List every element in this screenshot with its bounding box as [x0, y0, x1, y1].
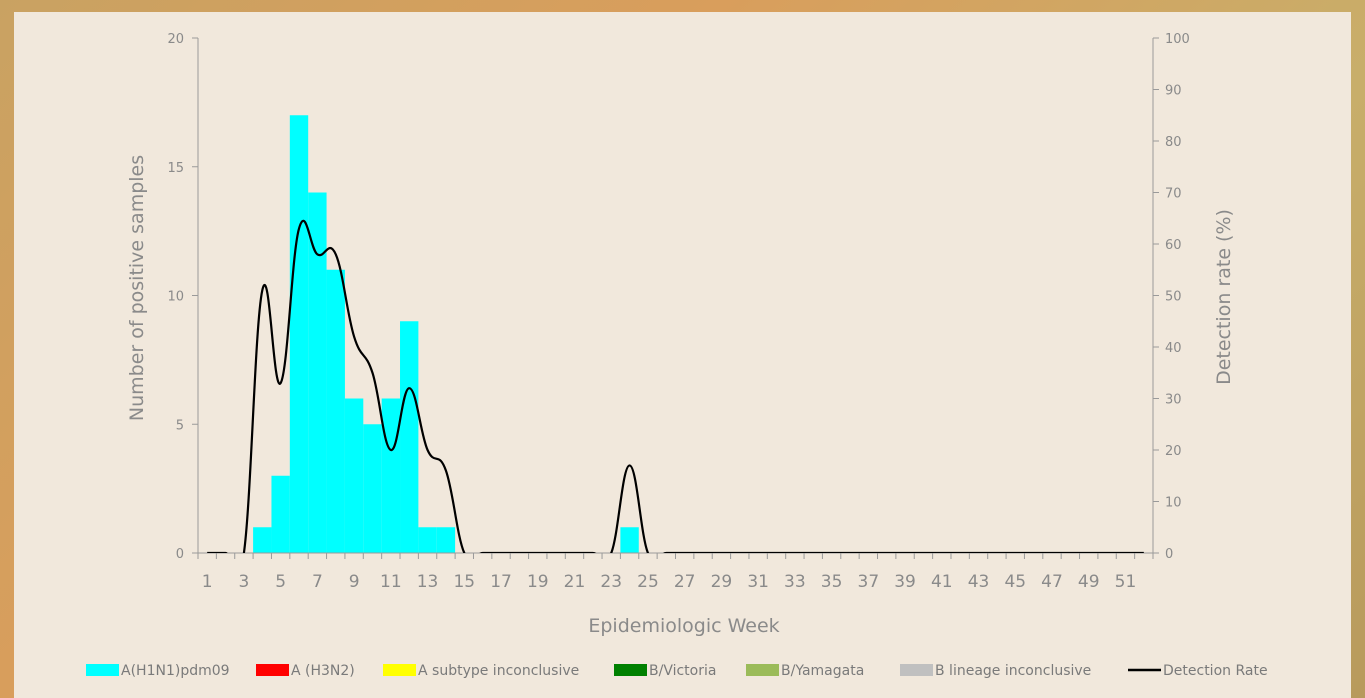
y-right-tick-label: 40: [1165, 341, 1182, 356]
x-tick-label: 7: [312, 572, 323, 592]
y-right-tick-label: 100: [1165, 32, 1190, 47]
legend-label: Detection Rate: [1163, 663, 1268, 679]
bar-week-8: [326, 269, 345, 553]
y-right-tick-label: 0: [1165, 547, 1173, 562]
y-left-tick-label: 20: [167, 32, 184, 47]
legend-swatch: [900, 664, 933, 676]
y-left-tick-label: 0: [176, 547, 184, 562]
bar-week-11: [381, 398, 401, 553]
x-tick-label: 29: [711, 572, 733, 592]
y-right-tick-label: 60: [1165, 238, 1182, 253]
legend-label: A subtype inconclusive: [418, 663, 579, 679]
x-tick-label: 31: [747, 572, 769, 592]
x-tick-label: 23: [600, 572, 622, 592]
bar-week-14: [436, 527, 456, 553]
chart-panel: [14, 12, 1351, 698]
x-tick-label: 21: [564, 572, 586, 592]
legend-label: B lineage inconclusive: [935, 663, 1091, 679]
bar-week-7: [308, 192, 327, 553]
bar-week-4: [253, 527, 272, 553]
x-tick-label: 1: [202, 572, 213, 592]
legend-label: B/Victoria: [649, 663, 716, 679]
x-tick-label: 43: [968, 572, 990, 592]
x-tick-label: 15: [453, 572, 475, 592]
y-left-tick-label: 10: [167, 290, 184, 305]
legend-swatch: [746, 664, 779, 676]
legend-swatch: [256, 664, 289, 676]
bar-week-9: [344, 398, 364, 553]
y-right-tick-label: 10: [1165, 496, 1182, 511]
x-tick-label: 5: [275, 572, 286, 592]
x-tick-label: 41: [931, 572, 953, 592]
bar-week-24: [620, 527, 639, 553]
detection-rate-line: [207, 219, 1144, 553]
bar-week-10: [363, 424, 382, 553]
legend-swatch: [383, 664, 416, 676]
legend: A(H1N1)pdm09 A (H3N2) A subtype inconclusi…: [86, 663, 1268, 679]
x-tick-label: 19: [527, 572, 549, 592]
x-tick-label: 27: [674, 572, 696, 592]
x-tick-label: 17: [490, 572, 512, 592]
y-axis-left-title: Number of positive samples: [126, 155, 148, 421]
y-right-tick-label: 30: [1165, 393, 1182, 408]
legend-label: A(H1N1)pdm09: [121, 663, 230, 679]
x-tick-label: 9: [349, 572, 360, 592]
x-tick-label: 37: [858, 572, 880, 592]
x-tick-label: 13: [417, 572, 439, 592]
legend-label: B/Yamagata: [781, 663, 864, 679]
y-right-tick-label: 80: [1165, 135, 1182, 150]
bar-week-13: [418, 527, 437, 553]
y-left-tick-label: 15: [167, 161, 184, 176]
x-tick-label: 33: [784, 572, 806, 592]
legend-label: A (H3N2): [291, 663, 355, 679]
y-left-tick-label: 5: [176, 418, 184, 433]
bar-week-6: [289, 115, 309, 553]
y-right-tick-label: 70: [1165, 187, 1182, 202]
x-tick-label: 35: [821, 572, 843, 592]
y-right-tick-label: 90: [1165, 84, 1182, 99]
x-tick-label: 11: [380, 572, 402, 592]
x-tick-label: 47: [1041, 572, 1063, 592]
x-tick-label: 49: [1078, 572, 1100, 592]
x-tick-label: 25: [637, 572, 659, 592]
legend-swatch: [86, 664, 119, 676]
x-tick-label: 3: [238, 572, 249, 592]
y-right-tick-label: 20: [1165, 444, 1182, 459]
y-right-tick-label: 50: [1165, 290, 1182, 305]
x-tick-label: 45: [1004, 572, 1026, 592]
x-axis-title: Epidemiologic Week: [588, 615, 779, 637]
bar-week-5: [271, 475, 290, 553]
legend-swatch: [614, 664, 647, 676]
x-tick-label: 39: [894, 572, 916, 592]
detection-rate-line-layer: [207, 219, 1144, 553]
bars-layer: [253, 115, 639, 553]
y-axis-right-title: Detection rate (%): [1213, 209, 1235, 385]
x-tick-label: 51: [1115, 572, 1137, 592]
bar-week-12: [400, 321, 419, 553]
